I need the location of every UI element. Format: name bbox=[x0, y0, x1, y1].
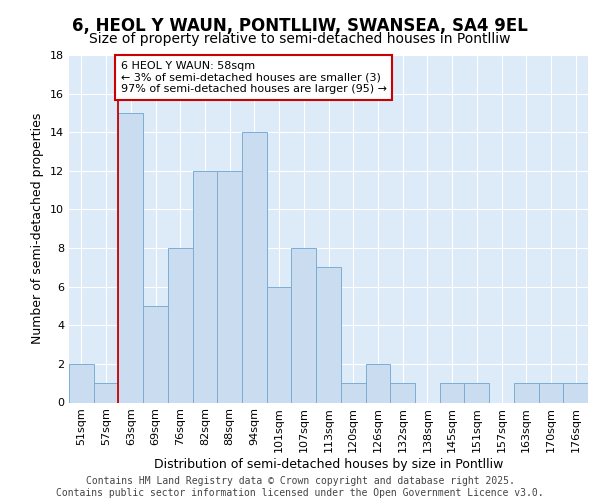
Bar bbox=[292, 248, 316, 402]
Bar bbox=[341, 383, 365, 402]
Bar bbox=[69, 364, 94, 403]
Text: 6 HEOL Y WAUN: 58sqm
← 3% of semi-detached houses are smaller (3)
97% of semi-de: 6 HEOL Y WAUN: 58sqm ← 3% of semi-detach… bbox=[121, 61, 387, 94]
Bar bbox=[94, 383, 118, 402]
Bar bbox=[242, 132, 267, 402]
Bar bbox=[143, 306, 168, 402]
Y-axis label: Number of semi-detached properties: Number of semi-detached properties bbox=[31, 113, 44, 344]
Text: Size of property relative to semi-detached houses in Pontlliw: Size of property relative to semi-detach… bbox=[89, 32, 511, 46]
Bar bbox=[267, 286, 292, 403]
Bar bbox=[316, 268, 341, 402]
Bar bbox=[464, 383, 489, 402]
Bar bbox=[539, 383, 563, 402]
Bar bbox=[168, 248, 193, 402]
Bar bbox=[118, 113, 143, 403]
Text: 6, HEOL Y WAUN, PONTLLIW, SWANSEA, SA4 9EL: 6, HEOL Y WAUN, PONTLLIW, SWANSEA, SA4 9… bbox=[72, 18, 528, 36]
Bar bbox=[514, 383, 539, 402]
X-axis label: Distribution of semi-detached houses by size in Pontlliw: Distribution of semi-detached houses by … bbox=[154, 458, 503, 471]
Text: Contains HM Land Registry data © Crown copyright and database right 2025.
Contai: Contains HM Land Registry data © Crown c… bbox=[56, 476, 544, 498]
Bar bbox=[193, 171, 217, 402]
Bar bbox=[365, 364, 390, 403]
Bar bbox=[217, 171, 242, 402]
Bar bbox=[440, 383, 464, 402]
Bar bbox=[390, 383, 415, 402]
Bar bbox=[563, 383, 588, 402]
